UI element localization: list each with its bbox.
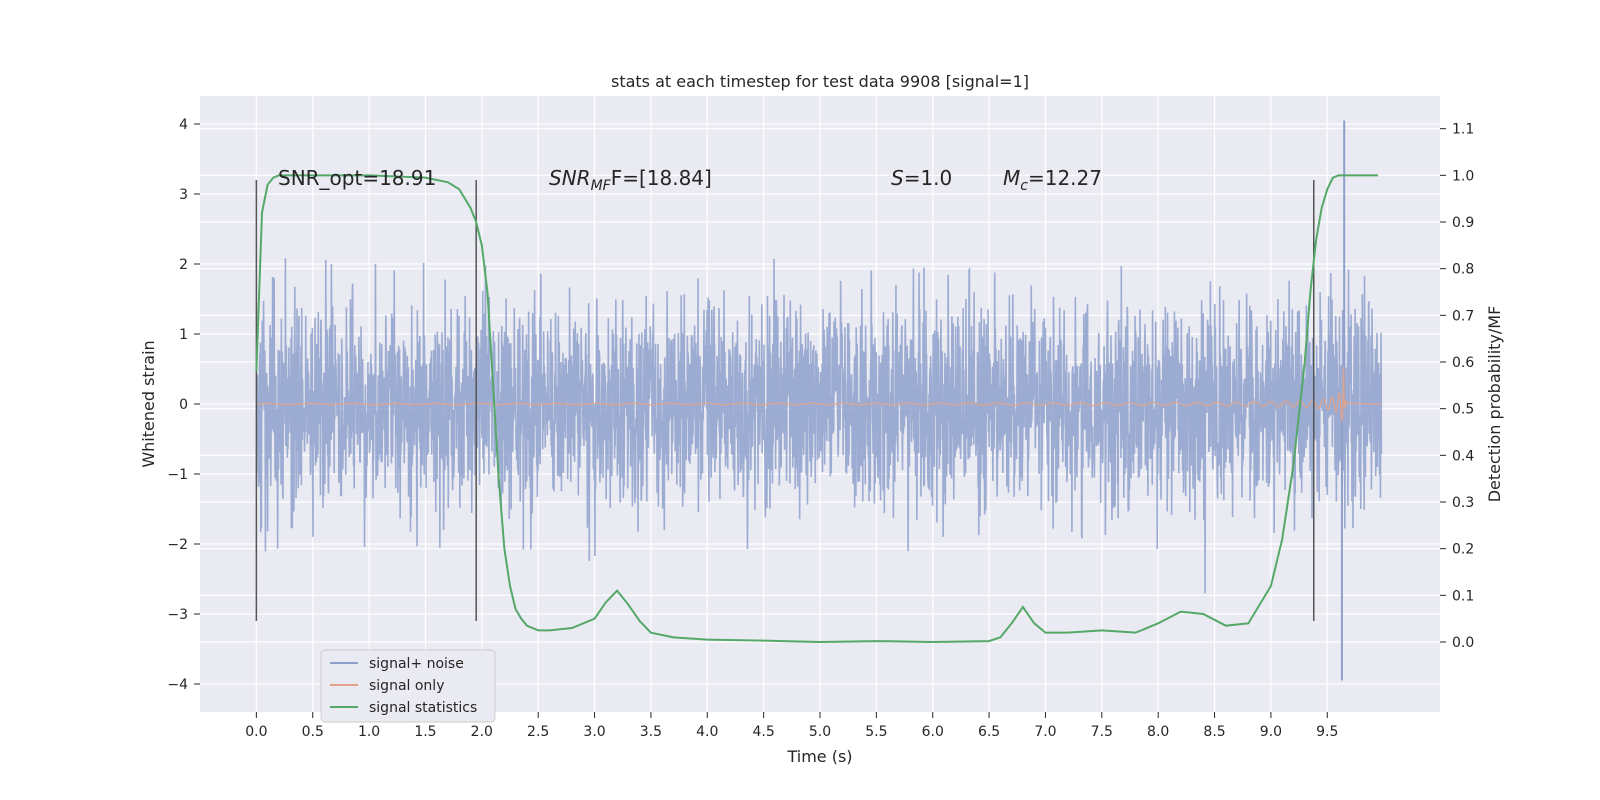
legend-label-signal-statistics: signal statistics <box>369 700 477 716</box>
x-tick-label: 9.5 <box>1316 724 1338 740</box>
y-right-tick-label: 0.0 <box>1452 635 1474 651</box>
legend-label-signal-only: signal only <box>369 678 444 694</box>
legend-box <box>320 649 496 723</box>
y-right-tick-label: 0.1 <box>1452 588 1474 604</box>
annotation-mc: Mc=12.27 <box>1003 166 1102 194</box>
x-tick-label: 3.0 <box>583 724 605 740</box>
y-right-tick-label: 0.7 <box>1452 308 1474 324</box>
legend-label-signal-plus-noise: signal+ noise <box>369 656 464 672</box>
x-axis-label: Time (s) <box>786 747 852 766</box>
x-tick-label: 4.5 <box>753 724 775 740</box>
x-tick-label: 7.5 <box>1091 724 1113 740</box>
y-right-tick-label: 0.2 <box>1452 542 1474 558</box>
signal-only-trace <box>256 367 1382 423</box>
x-tick-label: 1.0 <box>358 724 380 740</box>
y-tick-label: 3 <box>179 187 188 203</box>
legend: signal+ noise signal only signal statist… <box>320 649 496 723</box>
x-tick-label: 5.0 <box>809 724 831 740</box>
annotation-snr-mf: SNRMFF=[18.84] <box>549 166 712 194</box>
y-axis-ticks: 4 3 2 1 0 −1 −2 −3 −4 <box>167 117 200 693</box>
x-tick-label: 8.5 <box>1203 724 1225 740</box>
y-right-tick-label: 0.8 <box>1452 262 1474 278</box>
chart-title: stats at each timestep for test data 990… <box>611 72 1029 91</box>
y-tick-label: 4 <box>179 117 188 133</box>
annotation-snr-mf-tail: F=[18.84] <box>611 166 712 190</box>
x-axis-ticks: 0.0 0.5 1.0 1.5 2.0 2.5 3.0 3.5 4.0 4.5 5.0 5.5 6.0 6… <box>245 712 1338 740</box>
y-right-tick-label: 0.3 <box>1452 495 1474 511</box>
y-axis-label: Whitened strain <box>139 340 158 467</box>
y-tick-label: −4 <box>167 677 188 693</box>
y-right-tick-label: 1.0 <box>1452 168 1474 184</box>
y-right-tick-label: 0.9 <box>1452 215 1474 231</box>
y-tick-label: −1 <box>167 467 188 483</box>
annotation-snr-opt: SNR_opt=18.91 <box>278 166 436 190</box>
y-right-tick-label: 0.5 <box>1452 402 1474 418</box>
series-signal-statistics <box>255 174 1378 644</box>
annotation-snr-mf-sub: MF <box>591 178 612 194</box>
y-right-tick-label: 0.6 <box>1452 355 1474 371</box>
x-tick-label: 2.0 <box>471 724 493 740</box>
x-tick-label: 6.0 <box>922 724 944 740</box>
series-signal-only <box>256 367 1382 423</box>
x-tick-label: 6.5 <box>978 724 1000 740</box>
annotation-snr-mf-main: SNR <box>549 166 591 190</box>
y-right-tick-label: 0.4 <box>1452 448 1474 464</box>
y-tick-label: −3 <box>167 607 188 623</box>
y-right-axis-ticks: 1.1 1.0 0.9 0.8 0.7 0.6 0.5 0.4 0.3 0.2 0.1 0.0 <box>1440 122 1474 651</box>
signal-statistics-line <box>255 174 1378 644</box>
y-tick-label: 0 <box>179 397 188 413</box>
annotation-s-var: S <box>891 166 904 190</box>
x-tick-label: 7.0 <box>1034 724 1056 740</box>
y-right-tick-label: 1.1 <box>1452 122 1474 138</box>
x-tick-label: 5.5 <box>865 724 887 740</box>
annotation-s-val: =1.0 <box>904 166 953 190</box>
annotation-s: S=1.0 <box>891 166 952 190</box>
x-tick-label: 9.0 <box>1260 724 1282 740</box>
annotation-mc-var: M <box>1003 166 1020 190</box>
annotation-mc-val: =12.27 <box>1028 166 1102 190</box>
x-tick-label: 8.0 <box>1147 724 1169 740</box>
y-right-axis-label: Detection probability/MF <box>1485 306 1504 503</box>
x-tick-label: 0.5 <box>302 724 324 740</box>
x-tick-label: 2.5 <box>527 724 549 740</box>
annotation-mc-sub: c <box>1020 178 1028 194</box>
series-signal-plus-noise <box>255 120 1383 681</box>
x-tick-label: 0.0 <box>245 724 267 740</box>
x-tick-label: 1.5 <box>414 724 436 740</box>
signal-plus-noise-trace <box>255 258 1383 594</box>
x-tick-label: 3.5 <box>640 724 662 740</box>
y-tick-label: 2 <box>179 257 188 273</box>
y-tick-label: −2 <box>167 537 188 553</box>
x-tick-label: 4.0 <box>696 724 718 740</box>
y-tick-label: 1 <box>179 327 188 343</box>
